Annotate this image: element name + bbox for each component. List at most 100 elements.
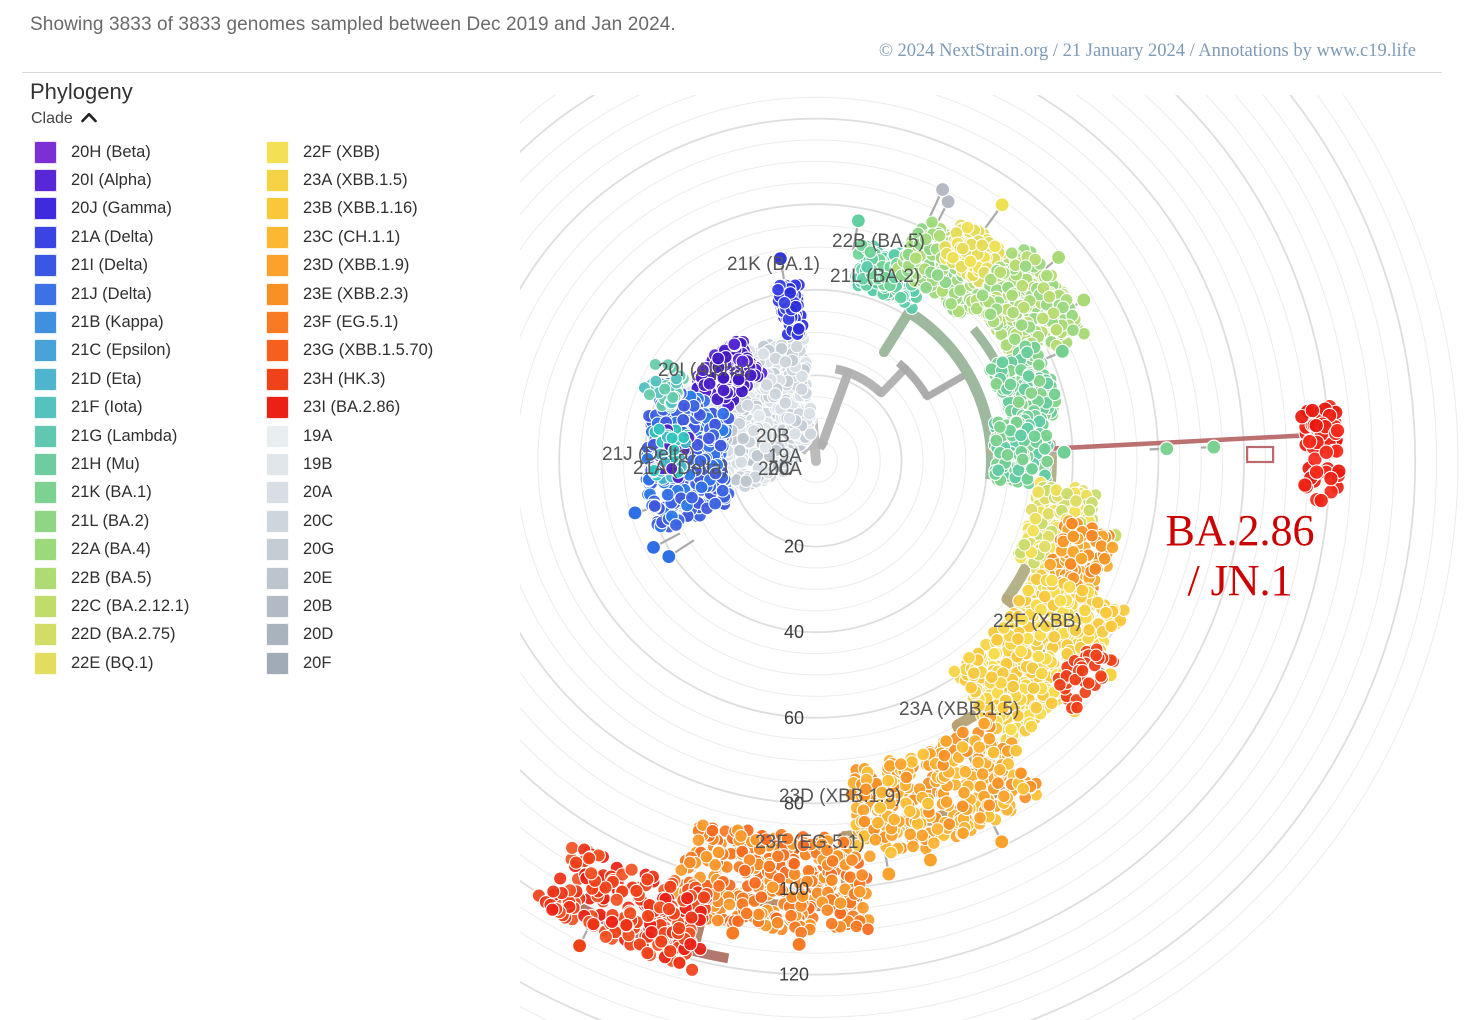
legend-item[interactable]: 20F — [266, 649, 498, 677]
tree-tip[interactable] — [768, 387, 783, 401]
tree-tip[interactable] — [850, 213, 866, 229]
tree-tip[interactable] — [887, 812, 902, 827]
tree-tip[interactable] — [701, 431, 716, 446]
tree-tip[interactable] — [1304, 402, 1321, 419]
tree-tip[interactable] — [994, 834, 1010, 850]
tree-tip[interactable] — [939, 795, 954, 809]
legend-item[interactable]: 21A (Delta) — [34, 223, 266, 251]
tree-tip[interactable] — [1006, 679, 1021, 694]
tree-tip[interactable] — [684, 962, 700, 977]
tree-tip[interactable] — [1090, 595, 1105, 610]
tree-tip[interactable] — [1011, 395, 1026, 409]
legend-item[interactable]: 23F (EG.5.1) — [266, 308, 498, 336]
tree-tip[interactable] — [1005, 288, 1020, 303]
tree-tip[interactable] — [586, 916, 601, 932]
legend-item[interactable]: 21F (Iota) — [34, 394, 266, 422]
tree-tip[interactable] — [893, 290, 908, 305]
tree-tip[interactable] — [930, 822, 945, 836]
tree-tip[interactable] — [740, 398, 755, 413]
tree-tip[interactable] — [1017, 537, 1032, 552]
tree-tip[interactable] — [972, 740, 987, 755]
tree-tip[interactable] — [958, 764, 973, 779]
tree-tip[interactable] — [751, 907, 766, 922]
legend-item[interactable]: 21K (BA.1) — [34, 479, 266, 507]
tree-tip[interactable] — [735, 354, 750, 369]
tree-tip[interactable] — [803, 427, 818, 441]
tree-tip[interactable] — [975, 767, 990, 781]
tree-tip[interactable] — [1040, 268, 1054, 283]
tree-tip[interactable] — [1085, 528, 1099, 543]
tree-tip[interactable] — [1042, 289, 1057, 304]
tree-tip[interactable] — [1015, 278, 1030, 293]
tree-tip[interactable] — [623, 906, 638, 921]
legend-item[interactable]: 21B (Kappa) — [34, 308, 266, 336]
tree-tip[interactable] — [1031, 485, 1046, 499]
tree-tip[interactable] — [955, 740, 970, 754]
tree-tip[interactable] — [1318, 444, 1335, 461]
legend-item[interactable]: 23A (XBB.1.5) — [266, 166, 498, 194]
tree-tip[interactable] — [782, 411, 797, 426]
legend-item[interactable]: 20H (Beta) — [34, 138, 266, 166]
tree-tip[interactable] — [1035, 311, 1050, 326]
tree-tip[interactable] — [598, 929, 613, 944]
tree-tip[interactable] — [975, 238, 990, 253]
legend-item[interactable]: 21D (Eta) — [34, 365, 266, 393]
tree-tip[interactable] — [624, 862, 639, 877]
tree-tip[interactable] — [571, 938, 588, 954]
tree-tip[interactable] — [1105, 540, 1120, 555]
tree-tip[interactable] — [893, 757, 908, 771]
tree-tip[interactable] — [660, 487, 675, 502]
legend-item[interactable]: 23D (XBB.1.9) — [266, 252, 498, 280]
tree-tip[interactable] — [568, 855, 584, 870]
tree-tip[interactable] — [993, 420, 1007, 434]
tree-tip[interactable] — [777, 295, 792, 310]
legend-item[interactable]: 20A — [266, 479, 498, 507]
chevron-up-icon[interactable] — [81, 112, 97, 123]
tree-tip[interactable] — [1082, 623, 1096, 637]
legend-item[interactable]: 22E (BQ.1) — [34, 649, 266, 677]
legend-item[interactable]: 20E — [266, 564, 498, 592]
tree-tip[interactable] — [1028, 511, 1043, 526]
tree-tip[interactable] — [802, 406, 817, 421]
tree-tip[interactable] — [1297, 477, 1313, 493]
tree-tip[interactable] — [899, 770, 914, 785]
legend-item[interactable]: 20B — [266, 592, 498, 620]
tree-tip[interactable] — [671, 921, 687, 936]
tree-tip[interactable] — [989, 433, 1004, 448]
tree-tip[interactable] — [545, 902, 560, 917]
tree-tip[interactable] — [1070, 700, 1084, 715]
tree-tip[interactable] — [1099, 605, 1113, 620]
tree-tip[interactable] — [581, 851, 597, 866]
tree-tip[interactable] — [1037, 442, 1052, 456]
legend-item[interactable]: 23I (BA.2.86) — [266, 394, 498, 422]
legend-item[interactable]: 19A — [266, 422, 498, 450]
legend-item[interactable]: 23E (XBB.2.3) — [266, 280, 498, 308]
tree-tip[interactable] — [747, 424, 761, 438]
tree-tip[interactable] — [669, 518, 683, 532]
tree-tip[interactable] — [695, 363, 710, 378]
tree-tip[interactable] — [1066, 323, 1080, 338]
tree-tip[interactable] — [1206, 439, 1222, 455]
tree-tip[interactable] — [1014, 766, 1028, 781]
tree-tip[interactable] — [942, 817, 957, 831]
tree-tip[interactable] — [825, 873, 839, 888]
tree-tip[interactable] — [824, 916, 839, 931]
tree-tip[interactable] — [1074, 551, 1089, 566]
tree-tip[interactable] — [1006, 305, 1020, 320]
legend-item[interactable]: 23B (XBB.1.16) — [266, 195, 498, 223]
phylogeny-radial-chart[interactable]: 21K (BA.1) 22B (BA.5) 21L (BA.2) 20I (Alpha… — [520, 95, 1464, 1020]
tree-tip[interactable] — [683, 937, 698, 952]
tree-tip[interactable] — [778, 396, 793, 410]
tree-tip[interactable] — [1014, 428, 1028, 443]
tree-tip[interactable] — [765, 880, 780, 895]
tree-tip[interactable] — [1069, 494, 1083, 508]
tree-tip[interactable] — [1056, 444, 1072, 460]
legend-item[interactable]: 20I (Alpha) — [34, 166, 266, 194]
tree-tip[interactable] — [1015, 452, 1030, 467]
tree-tip[interactable] — [955, 799, 970, 814]
tree-tip[interactable] — [956, 725, 970, 740]
tree-tip[interactable] — [997, 789, 1011, 804]
tree-tip[interactable] — [991, 776, 1005, 790]
tree-tip[interactable] — [1040, 454, 1055, 469]
tree-tip[interactable] — [644, 925, 659, 940]
